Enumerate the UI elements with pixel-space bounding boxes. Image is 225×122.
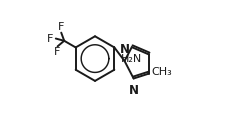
- Text: F: F: [47, 34, 54, 44]
- Text: CH₃: CH₃: [152, 67, 172, 77]
- Text: F: F: [54, 47, 60, 57]
- Text: F: F: [57, 22, 64, 32]
- Text: N: N: [129, 84, 139, 97]
- Text: N: N: [120, 43, 130, 56]
- Text: H₂N: H₂N: [121, 54, 142, 64]
